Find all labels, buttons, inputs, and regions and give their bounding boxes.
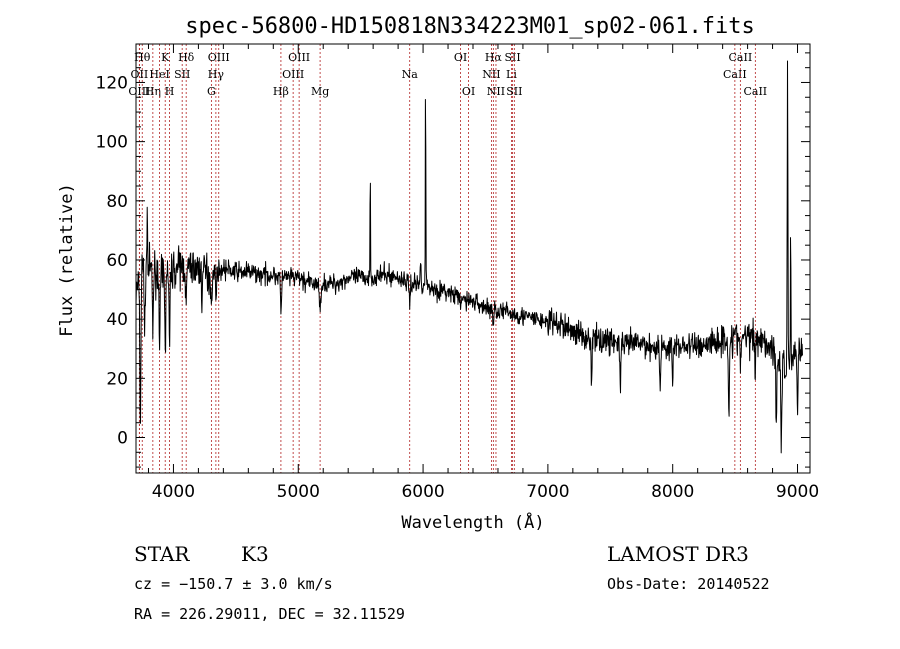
line-marker-label: OI [454, 51, 467, 64]
y-tick-label: 60 [106, 251, 128, 271]
line-marker-label: NII [487, 85, 505, 98]
line-marker-label: SII [506, 85, 522, 98]
line-marker-label: Hβ [273, 85, 289, 98]
spectrum-layer [135, 60, 803, 454]
line-marker-label: OIII [288, 51, 310, 64]
y-axis: 0 20 40 60 80 100 120 [96, 52, 810, 468]
line-marker-label: OIII [208, 51, 230, 64]
line-marker-label: HeI [149, 68, 169, 81]
line-marker-label: Li [506, 68, 517, 81]
chart-title: spec-56800-HD150818N334223M01_sp02-061.f… [185, 14, 755, 39]
x-tick-label: 7000 [526, 482, 569, 502]
y-tick-label: 40 [106, 310, 128, 330]
x-tick-label: 4000 [152, 482, 195, 502]
redshift-cz: cz = −150.7 ± 3.0 km/s [134, 575, 333, 593]
line-marker-label: OIII [128, 85, 150, 98]
x-axis-label: Wavelength (Å) [401, 511, 544, 533]
sky-coordinates: RA = 226.29011, DEC = 32.11529 [134, 605, 405, 623]
line-marker-label: K [161, 51, 170, 64]
line-marker-label: H [165, 85, 175, 98]
line-marker-label: OII [131, 68, 149, 81]
y-tick-label: 20 [106, 369, 128, 389]
y-axis-label: Flux (relative) [57, 183, 77, 337]
line-marker-label: SII [504, 51, 520, 64]
y-tick-label: 0 [117, 428, 128, 448]
observation-date: Obs-Date: 20140522 [607, 575, 770, 593]
line-marker-label: Hθ [134, 51, 151, 64]
x-tick-label: 5000 [277, 482, 320, 502]
line-marker-label: Na [402, 68, 419, 81]
object-subclass: K3 [241, 542, 269, 566]
x-tick-label: 8000 [651, 482, 694, 502]
line-marker-label: OIII [282, 68, 304, 81]
line-marker-label: Hγ [208, 68, 225, 81]
survey-name: LAMOST DR3 [607, 542, 749, 566]
line-marker-label: NII [482, 68, 500, 81]
line-marker-label: Mg [311, 85, 329, 98]
line-marker-label: Hδ [178, 51, 195, 64]
line-marker-label: CaII [723, 68, 747, 81]
spectral-line-markers: HθOIIOIIIHηHeIKHSIIHδGHγOIIIHβOIIIOIIIMg… [128, 44, 767, 473]
y-tick-label: 120 [96, 73, 128, 93]
x-tick-label: 6000 [401, 482, 444, 502]
line-marker-label: SII [174, 68, 190, 81]
object-class: STAR [134, 542, 190, 566]
y-tick-label: 80 [106, 192, 128, 212]
plot-frame [135, 43, 811, 474]
line-marker-label: CaII [729, 51, 753, 64]
line-marker-label: CaII [743, 85, 767, 98]
x-axis: 4000 5000 6000 7000 8000 9000 [147, 44, 819, 502]
y-tick-label: 100 [96, 133, 128, 153]
line-marker-label: Hα [485, 51, 503, 64]
line-marker-label: OI [462, 85, 475, 98]
line-marker-label: Hη [145, 85, 161, 98]
x-tick-label: 9000 [776, 482, 819, 502]
line-marker-label: G [207, 85, 216, 98]
spectrum-line [135, 60, 803, 454]
